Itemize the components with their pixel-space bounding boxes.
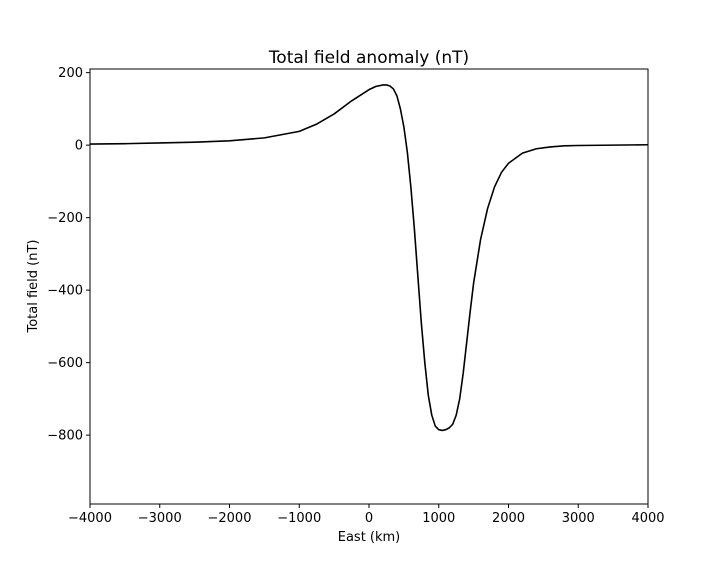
x-tick-label: 3000 — [562, 511, 595, 526]
y-tick-label: −200 — [47, 211, 83, 226]
x-tick-label: −1000 — [277, 511, 321, 526]
y-tick-label: 200 — [58, 66, 83, 81]
x-axis-label: East (km) — [338, 530, 401, 545]
x-tick-label: 2000 — [492, 511, 525, 526]
y-tick-label: −600 — [47, 356, 83, 371]
x-tick-label: −3000 — [138, 511, 182, 526]
y-tick-label: 0 — [75, 139, 83, 154]
y-tick-label: −800 — [47, 429, 83, 444]
chart-title: Total field anomaly (nT) — [268, 48, 469, 68]
x-tick-label: 0 — [365, 511, 373, 526]
x-tick-label: −4000 — [68, 511, 112, 526]
plot-area — [89, 84, 649, 432]
y-axis-label: Total field (nT) — [26, 240, 41, 334]
x-tick-label: −2000 — [208, 511, 252, 526]
x-tick-label: 1000 — [422, 511, 455, 526]
y-tick-label: −400 — [47, 284, 83, 299]
y-axis: 200 0 −200 −400 −600 −800 — [47, 66, 90, 444]
series-line-0 — [89, 84, 649, 432]
x-axis: −4000 −3000 −2000 −1000 0 1000 2000 3000 4000 — [68, 504, 665, 526]
x-tick-label: 4000 — [631, 511, 664, 526]
